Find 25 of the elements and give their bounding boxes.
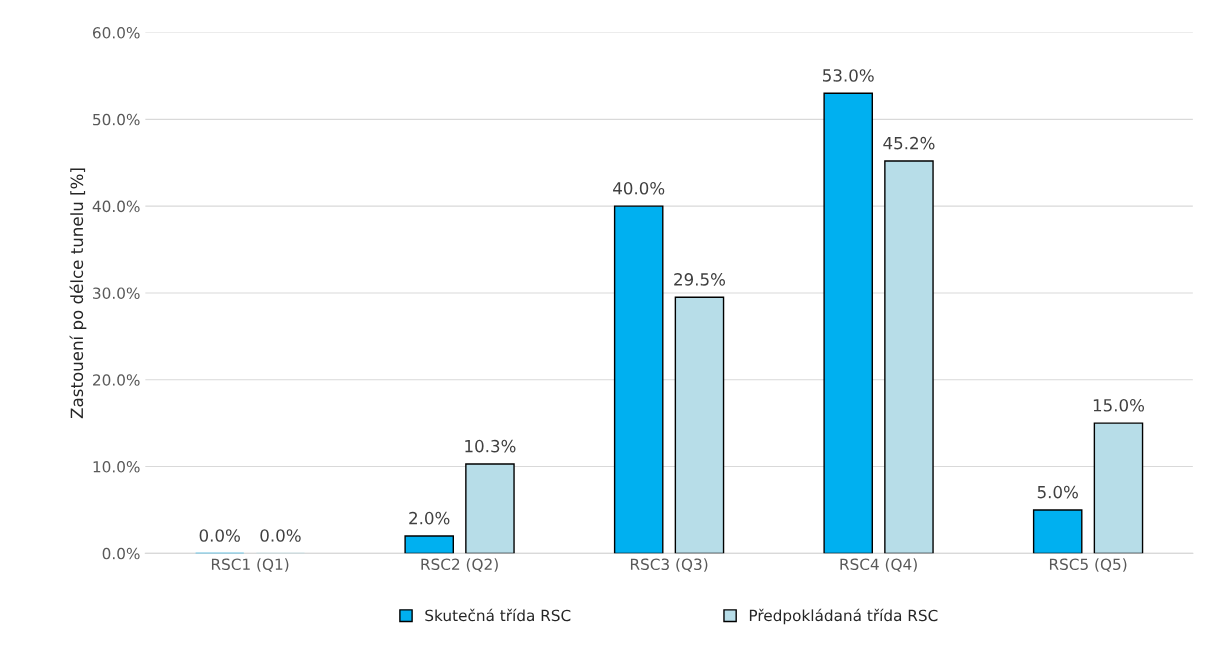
data-label: 15.0%: [1093, 398, 1145, 412]
legend-label: Předpokládaná třída RSC: [749, 608, 938, 625]
x-tick-label: RSC1 (Q1): [211, 558, 289, 572]
y-tick-label: 50.0%: [93, 113, 140, 126]
y-tick-label: 60.0%: [92, 27, 140, 39]
legend-label: Skutečná třída RSC: [425, 608, 571, 622]
data-label: 0.0%: [199, 529, 240, 542]
y-axis-title: Zastouení po délce tunelu [%]: [69, 168, 87, 419]
data-label: 0.0%: [260, 529, 301, 542]
y-tick-label: 0.0%: [102, 547, 140, 560]
data-label: 45.2%: [883, 136, 935, 150]
data-label: 5.0%: [1037, 485, 1078, 499]
data-label: 29.5%: [674, 273, 726, 286]
x-tick-label: RSC5 (Q5): [1049, 558, 1127, 572]
data-label: 2.0%: [409, 511, 450, 525]
y-tick-label: 40.0%: [92, 200, 140, 213]
data-label: 10.3%: [465, 439, 516, 453]
y-tick-label: 30.0%: [93, 287, 140, 299]
data-label: 40.0%: [613, 181, 665, 195]
y-tick-label: 20.0%: [93, 374, 140, 386]
x-tick-label: RSC4 (Q4): [840, 558, 917, 572]
data-label: 53.0%: [823, 69, 874, 82]
x-tick-label: RSC3 (Q3): [630, 558, 708, 572]
y-tick-label: 10.0%: [93, 461, 140, 473]
x-tick-label: RSC2 (Q2): [421, 558, 498, 572]
